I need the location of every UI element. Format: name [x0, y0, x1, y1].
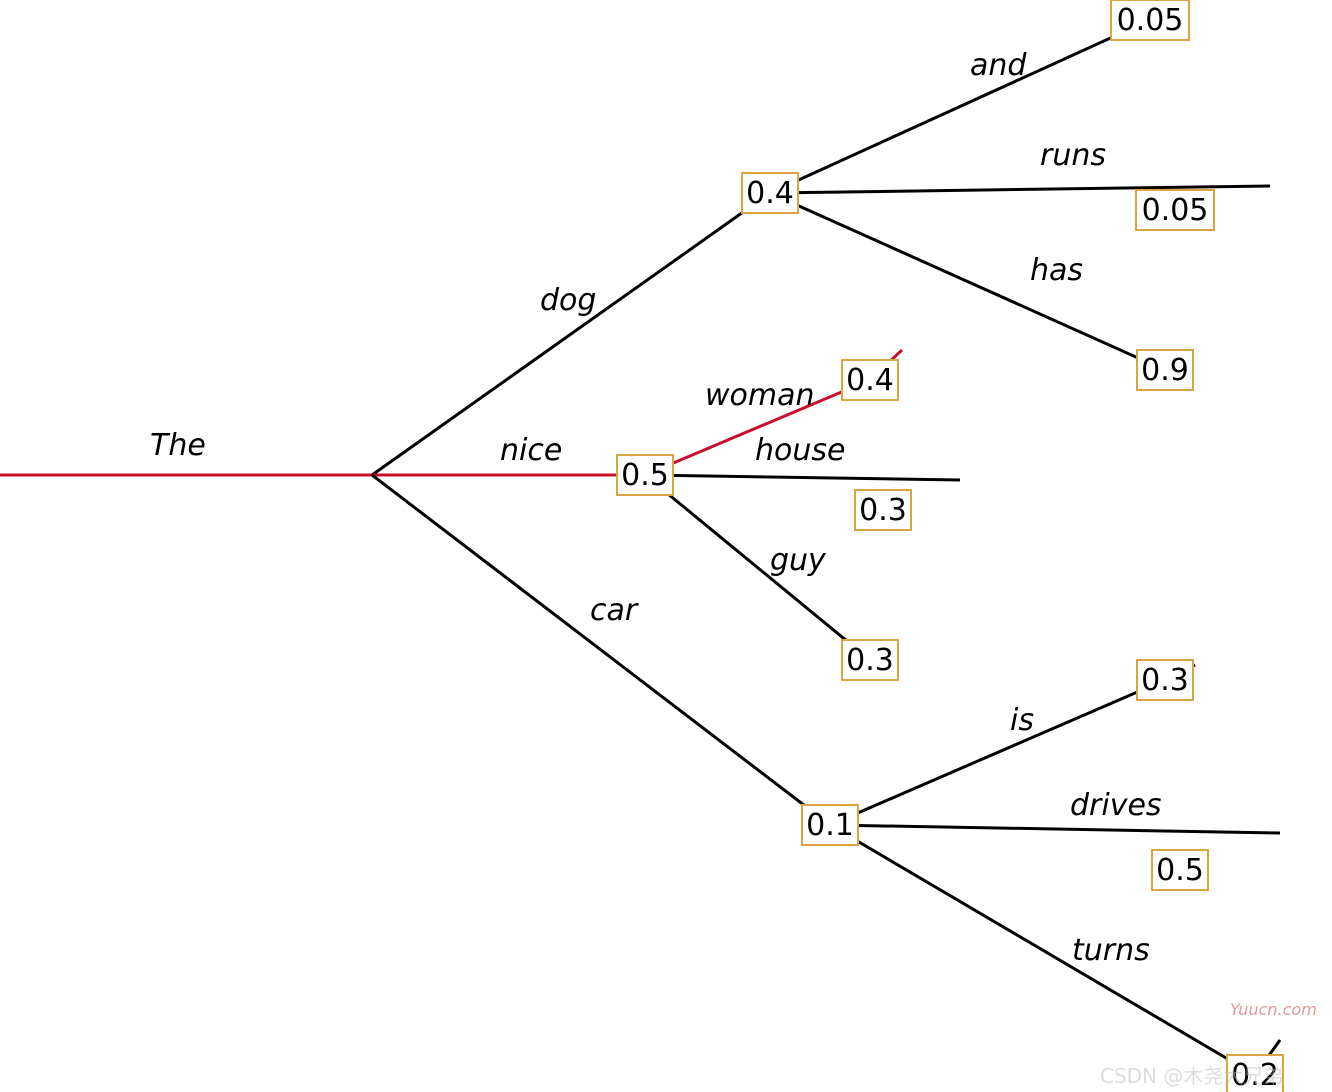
edge-label-is: is [1010, 703, 1034, 738]
prob-value-and: 0.05 [1117, 3, 1184, 38]
edge-label-turns: turns [1072, 933, 1150, 968]
edge-nice-guy [645, 475, 870, 660]
edge-level1-dog [372, 193, 770, 475]
edge-label-has: has [1030, 253, 1083, 288]
edge-label-house: house [755, 433, 845, 468]
edge-label-the: The [150, 428, 206, 463]
prob-value-has: 0.9 [1141, 353, 1189, 388]
edge-label-nice: nice [500, 433, 562, 468]
edge-label-runs: runs [1040, 138, 1106, 173]
prob-value-car: 0.1 [806, 808, 854, 843]
edge-label-dog: dog [540, 283, 596, 318]
edge-label-car: car [590, 593, 639, 628]
edge-car-drives [830, 825, 1280, 833]
prob-value-guy: 0.3 [846, 643, 894, 678]
edge-nice-house [645, 475, 960, 480]
edge-dog-has [770, 193, 1165, 370]
prob-value-woman: 0.4 [846, 363, 894, 398]
prob-value-nice: 0.5 [621, 458, 669, 493]
edge-label-drives: drives [1070, 788, 1162, 823]
edge-level1-car [372, 475, 830, 825]
prob-value-drives: 0.5 [1156, 853, 1204, 888]
prob-value-dog: 0.4 [746, 176, 794, 211]
edge-label-woman: woman [705, 378, 815, 413]
edge-label-guy: guy [770, 543, 827, 578]
edge-label-and: and [970, 48, 1027, 83]
prob-value-house: 0.3 [859, 493, 907, 528]
prob-value-runs: 0.05 [1142, 193, 1209, 228]
prob-value-is: 0.3 [1141, 663, 1189, 698]
prob-value-turns: 0.2 [1231, 1058, 1279, 1092]
beam-search-tree: The dog 0.4 nice 0.5 car 0.1 and 0.05 runs 0.05 has… [0, 0, 1332, 1092]
